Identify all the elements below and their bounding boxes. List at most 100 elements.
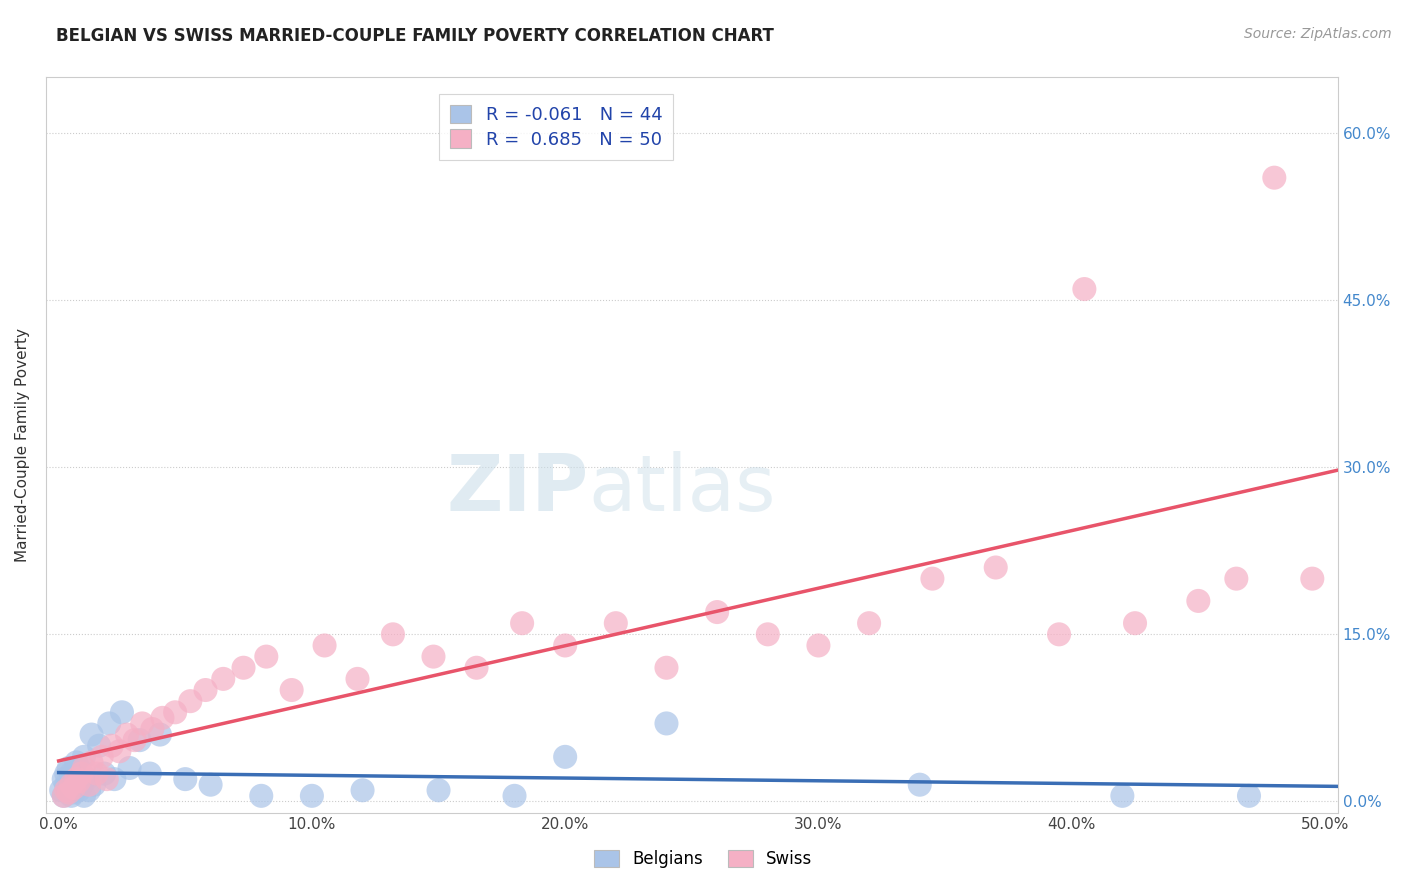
Point <box>503 789 526 803</box>
Point <box>73 761 96 775</box>
Point <box>96 772 118 786</box>
Point <box>77 783 100 797</box>
Point <box>1237 789 1260 803</box>
Point <box>67 774 90 789</box>
Point <box>152 711 174 725</box>
Point <box>554 639 576 653</box>
Point <box>1123 616 1146 631</box>
Point <box>55 778 77 792</box>
Point <box>908 778 931 792</box>
Point <box>179 694 201 708</box>
Point <box>103 772 125 786</box>
Point <box>52 772 75 786</box>
Point <box>1263 170 1285 185</box>
Point <box>314 639 336 653</box>
Point <box>1111 789 1133 803</box>
Point <box>128 733 150 747</box>
Point <box>301 789 323 803</box>
Point <box>51 783 73 797</box>
Point <box>250 789 273 803</box>
Point <box>60 778 83 792</box>
Point <box>58 761 80 775</box>
Point <box>98 716 121 731</box>
Point <box>422 649 444 664</box>
Point <box>77 778 100 792</box>
Legend: R = -0.061   N = 44, R =  0.685   N = 50: R = -0.061 N = 44, R = 0.685 N = 50 <box>439 94 673 160</box>
Point <box>118 761 141 775</box>
Point <box>165 706 187 720</box>
Point <box>346 672 368 686</box>
Point <box>200 778 222 792</box>
Point <box>280 683 302 698</box>
Point <box>706 605 728 619</box>
Point <box>510 616 533 631</box>
Point <box>90 749 112 764</box>
Point <box>73 749 96 764</box>
Point <box>63 780 86 795</box>
Point <box>381 627 404 641</box>
Point <box>174 772 197 786</box>
Point <box>76 772 98 786</box>
Point <box>55 783 77 797</box>
Point <box>55 766 77 780</box>
Point <box>63 772 86 786</box>
Point <box>73 789 96 803</box>
Point <box>1073 282 1095 296</box>
Point <box>139 766 162 780</box>
Point <box>1301 572 1323 586</box>
Point <box>65 772 87 786</box>
Point <box>858 616 880 631</box>
Point <box>131 716 153 731</box>
Point <box>80 728 103 742</box>
Point <box>232 661 254 675</box>
Text: BELGIAN VS SWISS MARRIED-COUPLE FAMILY POVERTY CORRELATION CHART: BELGIAN VS SWISS MARRIED-COUPLE FAMILY P… <box>56 27 775 45</box>
Text: atlas: atlas <box>589 451 776 527</box>
Point <box>921 572 943 586</box>
Point <box>254 649 277 664</box>
Point <box>141 722 163 736</box>
Point <box>124 733 146 747</box>
Point <box>108 744 131 758</box>
Point <box>465 661 488 675</box>
Point <box>60 766 83 780</box>
Point <box>58 783 80 797</box>
Point <box>149 728 172 742</box>
Point <box>60 789 83 803</box>
Point <box>65 780 87 795</box>
Point <box>67 783 90 797</box>
Point <box>89 739 111 753</box>
Point <box>194 683 217 698</box>
Text: ZIP: ZIP <box>446 451 589 527</box>
Point <box>1047 627 1070 641</box>
Point <box>83 778 105 792</box>
Point <box>63 785 86 799</box>
Point <box>101 739 124 753</box>
Point <box>58 785 80 799</box>
Point <box>111 706 134 720</box>
Point <box>352 783 374 797</box>
Point <box>1187 594 1209 608</box>
Point <box>65 756 87 770</box>
Point <box>86 766 108 780</box>
Text: Source: ZipAtlas.com: Source: ZipAtlas.com <box>1244 27 1392 41</box>
Point <box>212 672 235 686</box>
Legend: Belgians, Swiss: Belgians, Swiss <box>586 843 820 875</box>
Point <box>67 761 90 775</box>
Point <box>984 560 1007 574</box>
Point <box>70 766 93 780</box>
Point <box>1225 572 1247 586</box>
Point <box>115 728 138 742</box>
Point <box>52 789 75 803</box>
Point <box>427 783 450 797</box>
Point <box>807 639 830 653</box>
Y-axis label: Married-Couple Family Poverty: Married-Couple Family Poverty <box>15 328 30 562</box>
Point <box>605 616 627 631</box>
Point <box>70 766 93 780</box>
Point <box>52 789 75 803</box>
Point <box>756 627 779 641</box>
Point <box>80 756 103 770</box>
Point <box>655 661 678 675</box>
Point <box>655 716 678 731</box>
Point <box>554 749 576 764</box>
Point <box>70 778 93 792</box>
